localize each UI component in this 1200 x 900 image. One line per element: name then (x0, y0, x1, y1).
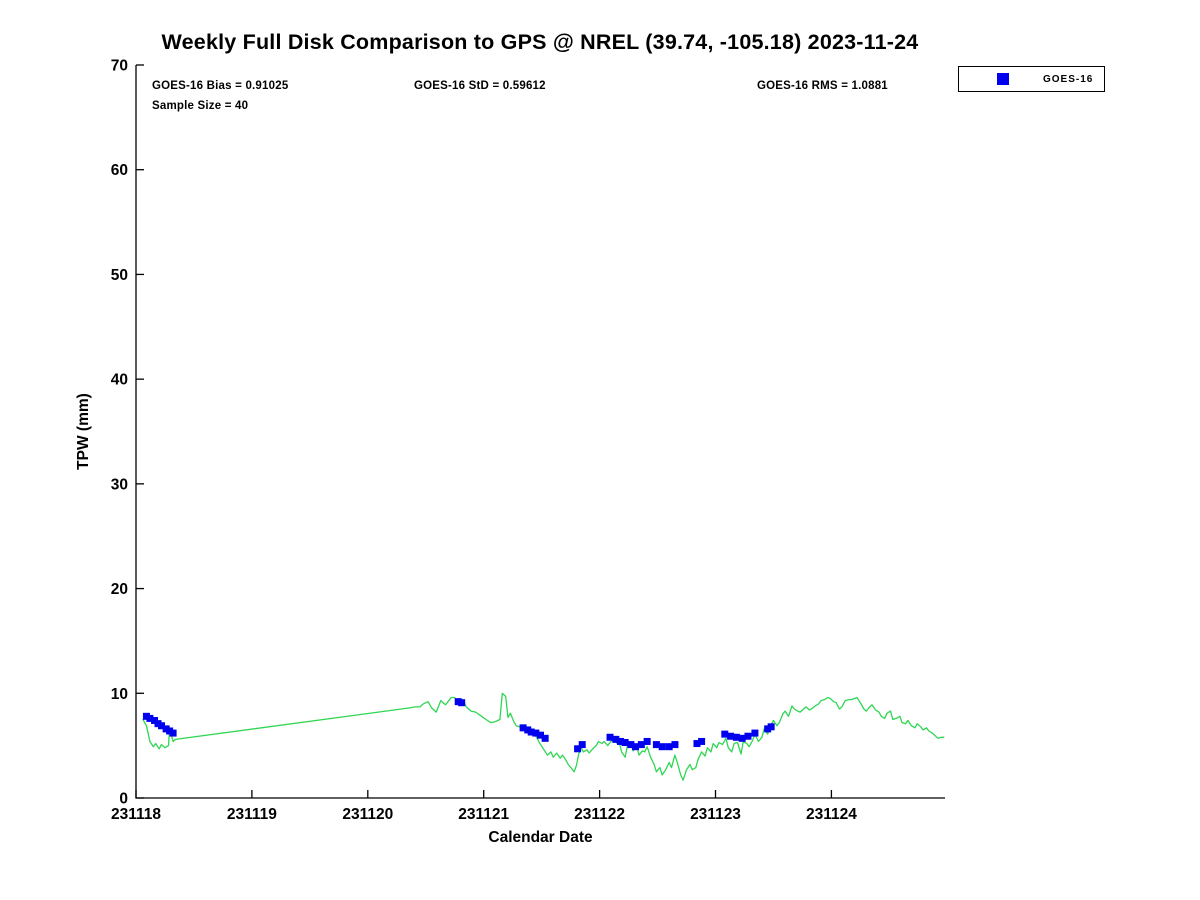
x-tick-label: 231118 (111, 806, 161, 823)
y-tick-label: 70 (111, 58, 128, 75)
x-tick-label: 231119 (227, 806, 277, 823)
x-tick-label: 231121 (458, 806, 509, 823)
goes16-marker (632, 743, 640, 751)
goes16-marker (767, 723, 775, 731)
goes16-marker (146, 714, 154, 722)
axis-frame (135, 65, 945, 799)
y-tick-label: 60 (111, 162, 128, 179)
goes16-marker (458, 699, 466, 707)
goes16-marker (527, 728, 535, 736)
y-axis-label: TPW (mm) (75, 393, 92, 470)
y-tick-label: 50 (111, 267, 128, 284)
goes16-marker (658, 743, 666, 751)
goes16-marker (698, 737, 706, 745)
goes16-marker (537, 731, 544, 739)
goes16-marker (652, 741, 660, 749)
y-tick-label: 10 (111, 686, 128, 703)
x-axis-label: Calendar Date (488, 829, 593, 846)
goes16-marker (541, 734, 549, 742)
goes16-marker (616, 737, 624, 745)
stat-sample-size: Sample Size = 40 (152, 100, 249, 112)
goes16-marker (643, 737, 651, 745)
goes16-marker (532, 729, 540, 737)
goes16-marker (637, 741, 645, 749)
x-tick-label: 231120 (342, 806, 393, 823)
stat-rms: GOES-16 RMS = 1.0881 (757, 80, 888, 92)
goes16-marker (721, 730, 729, 738)
goes16-marker (751, 729, 759, 737)
y-tick-label: 20 (111, 581, 128, 598)
goes16-marker (732, 733, 740, 741)
goes16-marker (665, 743, 673, 751)
goes16-marker (727, 732, 735, 740)
goes16-marker (671, 741, 679, 749)
goes16-marker (519, 724, 527, 732)
legend-square-icon (997, 73, 1009, 85)
goes16-marker (157, 722, 165, 730)
goes16-marker (627, 741, 635, 749)
goes16-marker (693, 740, 701, 748)
goes16-marker (606, 733, 614, 741)
x-tick-label: 231122 (574, 806, 625, 823)
stat-bias: GOES-16 Bias = 0.91025 (152, 80, 289, 92)
goes16-marker (578, 741, 586, 749)
page-title: Weekly Full Disk Comparison to GPS @ NRE… (161, 30, 919, 54)
legend-label-goes16: GOES-16 (1043, 73, 1094, 85)
y-tick-label: 40 (111, 372, 128, 389)
x-tick-label: 231123 (690, 806, 741, 823)
goes16-marker (621, 739, 629, 747)
goes16-marker (612, 735, 620, 743)
goes16-marker (169, 729, 177, 737)
y-tick-label: 0 (119, 791, 128, 808)
stat-std: GOES-16 StD = 0.59612 (414, 80, 546, 92)
y-tick-label: 30 (111, 476, 128, 493)
goes16-marker (744, 732, 752, 740)
goes16-marker (738, 734, 746, 742)
goes16-marker (574, 745, 582, 753)
legend: GOES-16 (958, 66, 1105, 92)
gps-line (142, 692, 945, 781)
x-tick-label: 231124 (806, 806, 857, 823)
